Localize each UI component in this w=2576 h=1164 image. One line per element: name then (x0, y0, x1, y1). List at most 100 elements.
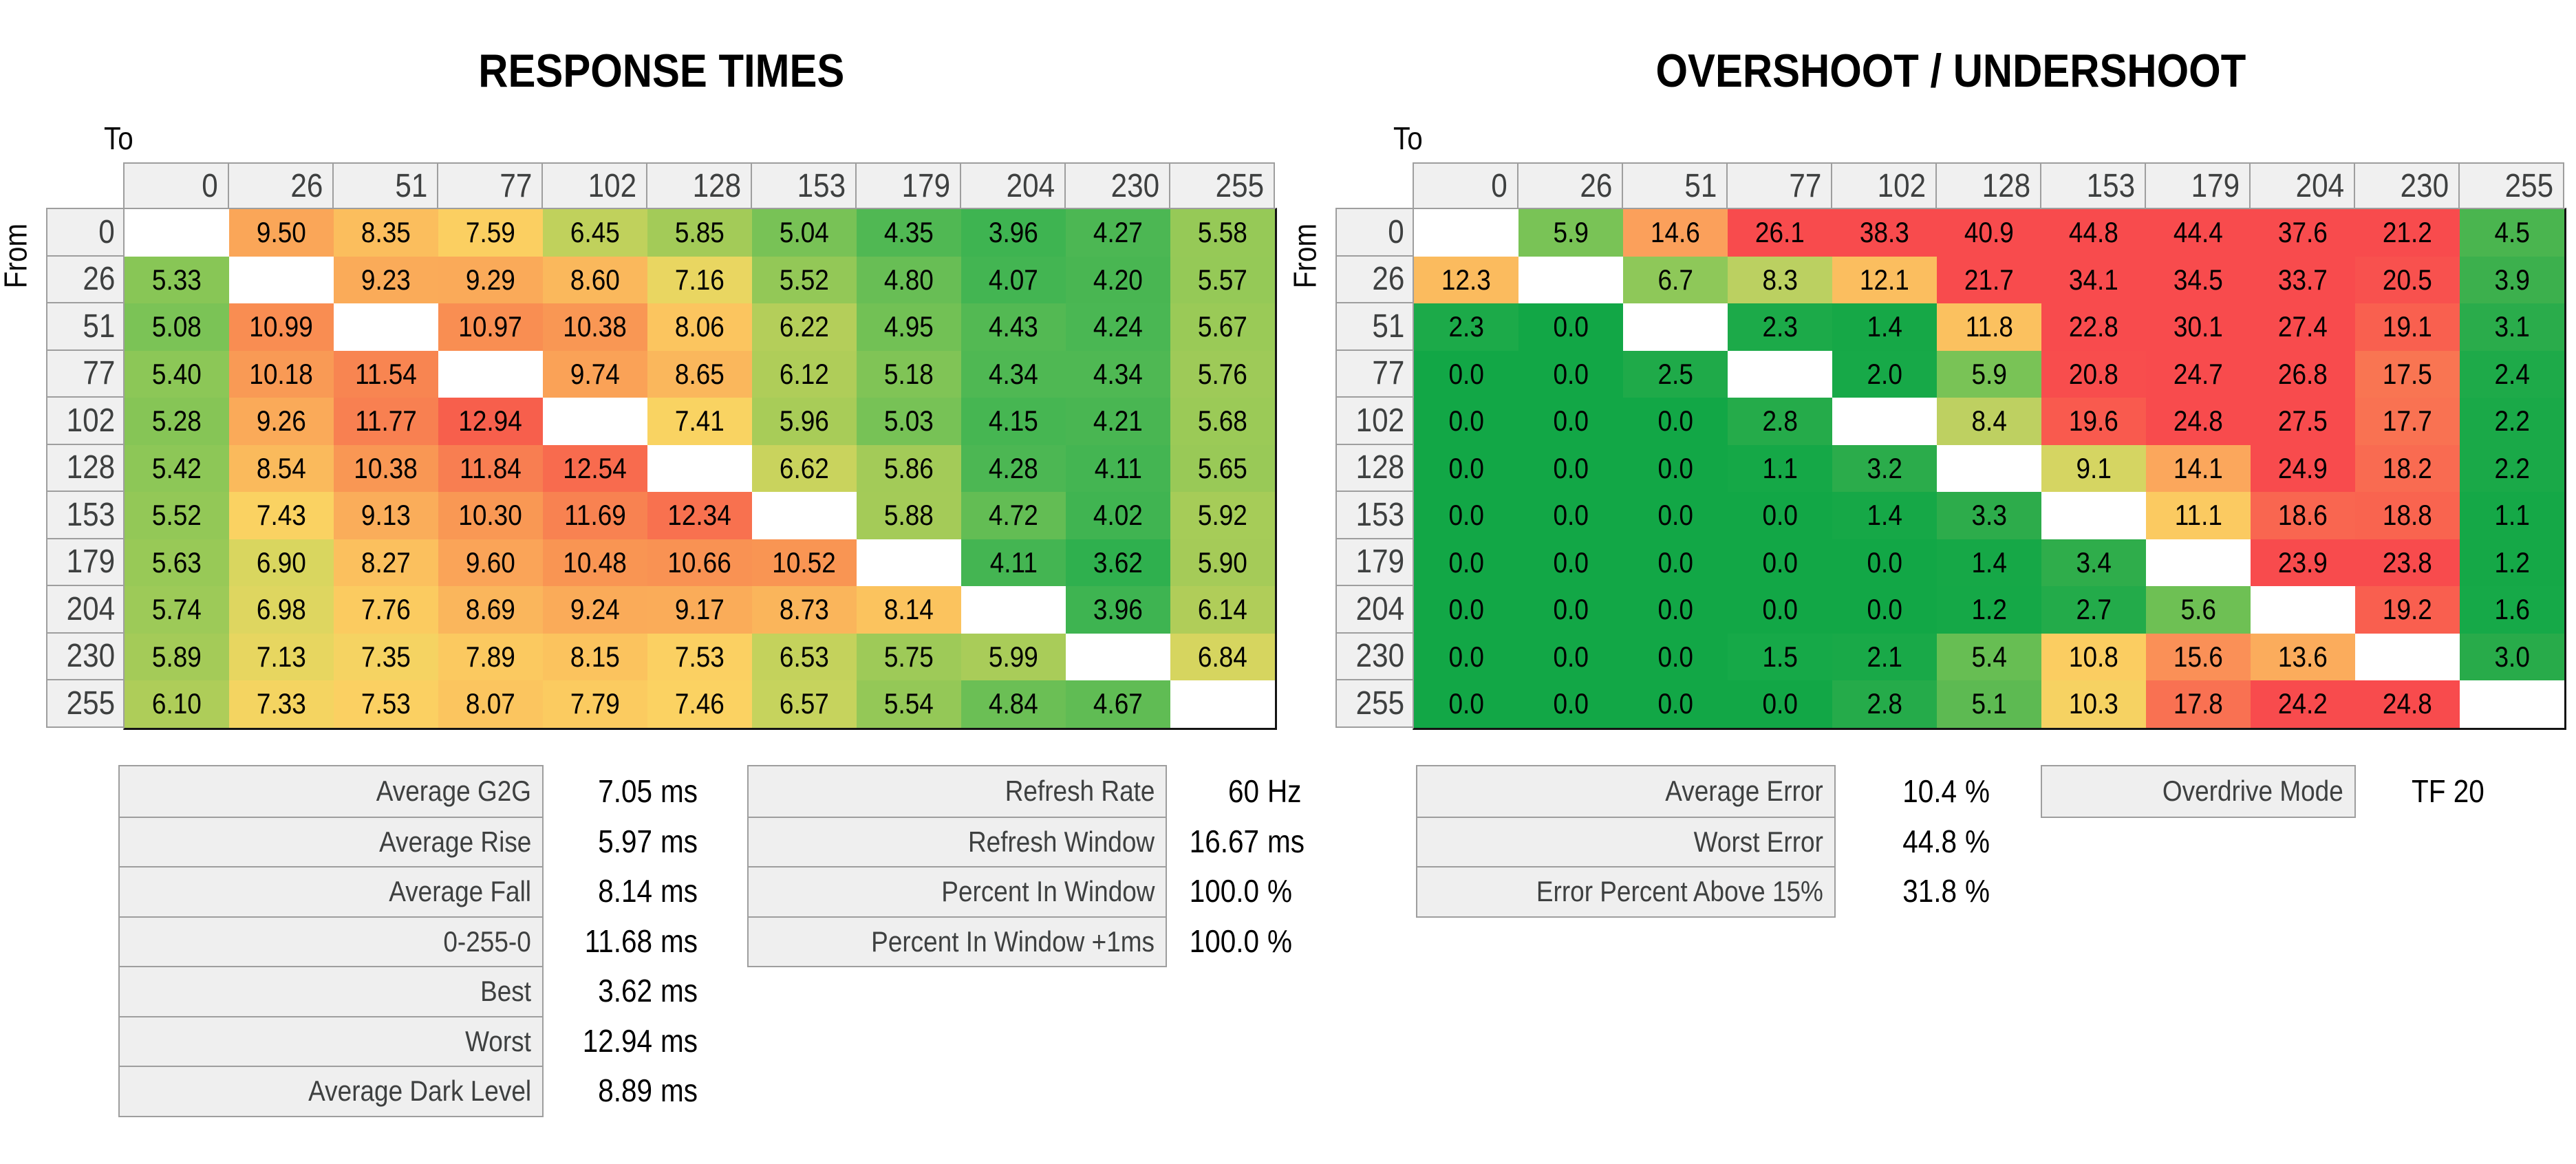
heatmap-cell-value: 4.95 (884, 310, 934, 343)
heatmap-cell-value: 24.7 (2174, 357, 2223, 390)
heatmap-cell-value: 0.0 (1553, 405, 1589, 438)
row-header-text: 230 (1355, 638, 1404, 675)
heatmap-cell: 0.0 (1728, 492, 1832, 539)
heatmap-cell-value: 8.06 (675, 310, 724, 343)
heatmap-cell: 20.5 (2355, 256, 2460, 303)
heatmap-cell: 8.69 (438, 586, 543, 634)
from-axis-label: From (0, 201, 36, 311)
heatmap-cell-value: 7.33 (257, 687, 306, 720)
heatmap-cell: 6.84 (1170, 633, 1275, 680)
heatmap-cell: 24.7 (2146, 350, 2251, 398)
heatmap-cell: 40.9 (1937, 209, 2041, 257)
heatmap-cell: 5.52 (125, 492, 229, 539)
col-header-153: 153 (751, 162, 855, 208)
heatmap-cell-value: 7.59 (466, 216, 515, 249)
row-header-204: 204 (1335, 585, 1413, 632)
heatmap-cell-value: 6.62 (780, 451, 829, 484)
heatmap-cell-value: 10.97 (458, 310, 523, 343)
heatmap-cell-value: 1.5 (1762, 640, 1798, 673)
heatmap-cell-value: 12.1 (1860, 263, 1909, 296)
heatmap-cell: 5.42 (125, 444, 229, 492)
stat-value-unit: ms (661, 773, 698, 810)
stat-value-unit: Hz (1267, 773, 1302, 810)
col-header-text: 204 (1006, 167, 1055, 204)
heatmap-cell-value: 0.0 (1867, 593, 1902, 626)
stat-values-column: 60 Hz 16.67 ms 100.0% 100.0% (1164, 766, 1309, 966)
heatmap-cell: 9.13 (334, 492, 438, 539)
heatmap-cell: 4.24 (1066, 303, 1170, 351)
heatmap-cell-value: 12.54 (563, 451, 627, 484)
heatmap-cell-value: 17.8 (2174, 687, 2223, 720)
heatmap-cell-value: 3.9 (2494, 263, 2530, 296)
heatmap-cell-value: 5.4 (1971, 640, 2007, 673)
heatmap-cell-value: 0.0 (1762, 687, 1798, 720)
heatmap-cell: 8.60 (543, 256, 647, 303)
heatmap-cell: 7.35 (334, 633, 438, 680)
heatmap-cell-value: 4.24 (1093, 310, 1143, 343)
heatmap-cell: 12.54 (543, 444, 647, 492)
stat-value-number: 16.67 (1189, 823, 1259, 859)
col-header-102: 102 (541, 162, 646, 208)
stat-label-text: Overdrive Mode (2162, 775, 2343, 808)
row-header-text: 77 (1372, 355, 1404, 392)
heatmap-cell: 2.8 (1728, 398, 1832, 445)
heatmap-cell: 5.33 (125, 256, 229, 303)
col-header-51: 51 (1622, 162, 1726, 208)
heatmap-cell: 6.7 (1623, 256, 1728, 303)
heatmap-cell: 7.16 (647, 256, 752, 303)
heatmap-cell-value: 2.7 (2076, 593, 2112, 626)
heatmap-cell-value: 0.0 (1448, 499, 1484, 532)
heatmap-cell-value: 13.6 (2278, 640, 2328, 673)
heatmap-cell-value: 7.43 (257, 499, 306, 532)
heatmap-cell-value: 0.0 (1553, 546, 1589, 579)
heatmap-cell: 3.4 (2041, 539, 2146, 586)
heatmap-cell (2251, 586, 2355, 634)
heatmap-cell (438, 350, 543, 398)
heatmap-cell: 12.1 (1832, 256, 1937, 303)
heatmap-cell: 34.5 (2146, 256, 2251, 303)
col-header-text: 77 (1789, 167, 1821, 204)
heatmap-cell-value: 4.11 (989, 546, 1038, 579)
heatmap-cell: 6.10 (125, 680, 229, 728)
heatmap-cell-value: 0.0 (1762, 546, 1798, 579)
heatmap-cell: 3.0 (2460, 633, 2564, 680)
heatmap-cell-value: 0.0 (1657, 451, 1693, 484)
heatmap-cell: 18.6 (2251, 492, 2355, 539)
heatmap-cell-value: 5.63 (152, 546, 202, 579)
heatmap-cell-value: 3.96 (989, 216, 1038, 249)
heatmap-cell: 5.86 (857, 444, 961, 492)
heatmap-cell (752, 492, 857, 539)
heatmap-cell: 26.8 (2251, 350, 2355, 398)
heatmap-cell: 5.28 (125, 398, 229, 445)
heatmap-cell-value: 4.72 (989, 499, 1038, 532)
heatmap-cell-value: 7.35 (361, 640, 411, 673)
heatmap-cell: 3.62 (1066, 539, 1170, 586)
heatmap-cell-value: 7.53 (675, 640, 724, 673)
stat-row-value: 44.8% (1833, 817, 1993, 867)
heatmap-cell-value: 3.1 (2494, 310, 2530, 343)
col-header-text: 102 (1877, 167, 1926, 204)
heatmap-cell: 0.0 (1728, 586, 1832, 634)
heatmap-cell: 27.4 (2251, 303, 2355, 351)
heatmap-cell: 6.62 (752, 444, 857, 492)
stat-label-box: Refresh Rate Refresh Window Percent In Win… (747, 765, 1167, 967)
heatmap-cell: 2.5 (1623, 350, 1728, 398)
col-header-77: 77 (437, 162, 541, 208)
heatmap-cell: 4.21 (1066, 398, 1170, 445)
stat-row-label: Percent In Window (749, 866, 1166, 916)
heatmap-cell: 24.9 (2251, 444, 2355, 492)
stat-value-number: 11.68 (584, 923, 652, 959)
heatmap-cell-value: 2.1 (1867, 640, 1902, 673)
heatmap-cell: 9.74 (543, 350, 647, 398)
stat-value-number: 60 (1227, 773, 1259, 810)
heatmap-cell-value: 44.4 (2174, 216, 2223, 249)
heatmap-cell: 11.8 (1937, 303, 2041, 351)
heatmap-cell: 8.73 (752, 586, 857, 634)
heatmap-cell-value: 10.38 (354, 451, 418, 484)
heatmap-cell-value: 7.53 (361, 687, 411, 720)
heatmap-cell-value: 11.54 (355, 357, 417, 390)
heatmap-cell: 1.4 (1937, 539, 2041, 586)
heatmap-cell-value: 12.94 (458, 405, 523, 438)
heatmap-cell: 7.76 (334, 586, 438, 634)
